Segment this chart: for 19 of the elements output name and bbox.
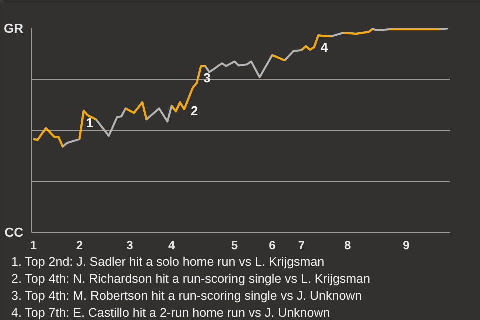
x-tick-label: 6 — [269, 238, 276, 252]
x-tick-label: 5 — [231, 238, 238, 252]
text: CC — [4, 225, 24, 240]
x-tick-label: 3 — [126, 238, 134, 252]
x-tick-label: 2 — [76, 238, 84, 252]
x-tick-label: 7 — [298, 238, 306, 252]
text: 2. Top 4th: N. Richardson hit a run-scoring single vs L. Krijgsman — [12, 272, 371, 286]
annotation: 3 — [204, 70, 211, 86]
text: 1. Top 2nd: J. Sadler hit a solo home run vs L. Krijgsman — [12, 255, 325, 269]
x-tick-label: 1 — [30, 238, 38, 252]
text: 4. Top 7th: E. Castillo hit a 2-run home run vs J. Unknown — [12, 306, 330, 320]
annotation: 2 — [191, 103, 198, 118]
annotation: 4 — [320, 40, 329, 56]
x-tick-label: 9 — [403, 238, 410, 252]
x-tick-label: 8 — [344, 238, 352, 252]
x-tick-label: 4 — [168, 238, 176, 252]
annotation: 1 — [86, 116, 94, 131]
text: GR — [4, 21, 24, 36]
text: 3. Top 4th: M. Robertson hit a run-scoring single vs J. Unknown — [12, 289, 362, 303]
